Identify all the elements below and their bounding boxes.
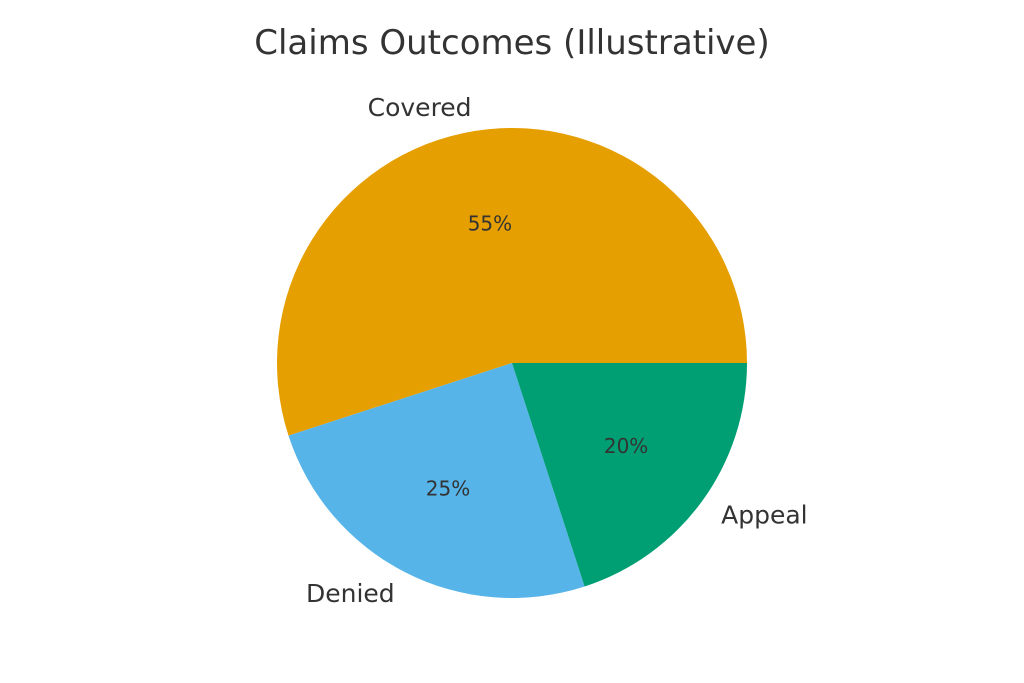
pie-slice-denied (288, 363, 585, 599)
slice-label: Denied (306, 579, 395, 608)
slice-percent-label: 55% (468, 212, 512, 236)
slice-percent-label: 25% (426, 477, 470, 501)
slice-percent-label: 20% (604, 434, 648, 458)
slice-label: Covered (368, 93, 472, 122)
pie-slice-covered (276, 127, 747, 436)
pie-slice-appeal (512, 363, 747, 587)
chart-title: Claims Outcomes (Illustrative) (254, 23, 769, 63)
slice-label: Appeal (721, 500, 808, 529)
